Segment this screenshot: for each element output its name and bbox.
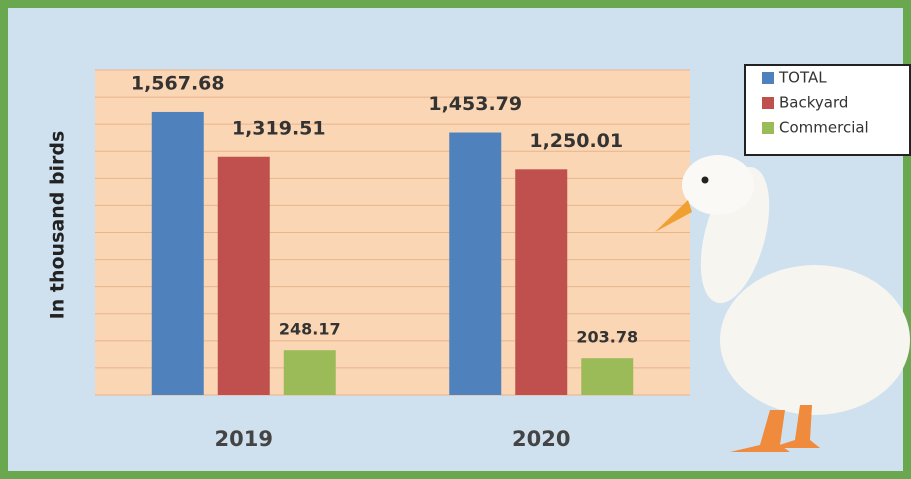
value-label: 1,453.79 [428, 93, 522, 115]
value-label: 1,567.68 [131, 72, 225, 94]
x-tick-label: 2020 [512, 427, 570, 451]
legend-swatch [762, 72, 774, 84]
x-tick-label: 2019 [215, 427, 273, 451]
legend-label: Commercial [779, 119, 869, 137]
value-label: 203.78 [576, 328, 638, 347]
bar [449, 132, 502, 395]
value-label: 1,250.01 [529, 130, 623, 152]
value-label: 1,319.51 [232, 117, 326, 139]
duck-illustration [655, 155, 910, 452]
y-axis-label: In thousand birds [47, 131, 69, 320]
bar [283, 350, 336, 395]
bar [581, 358, 634, 395]
legend-label: TOTAL [778, 69, 827, 87]
bar [151, 111, 204, 396]
bar [515, 169, 568, 395]
legend-label: Backyard [779, 94, 848, 112]
value-label: 248.17 [279, 320, 341, 339]
legend-swatch [762, 122, 774, 134]
bar [217, 156, 270, 395]
legend-swatch [762, 97, 774, 109]
